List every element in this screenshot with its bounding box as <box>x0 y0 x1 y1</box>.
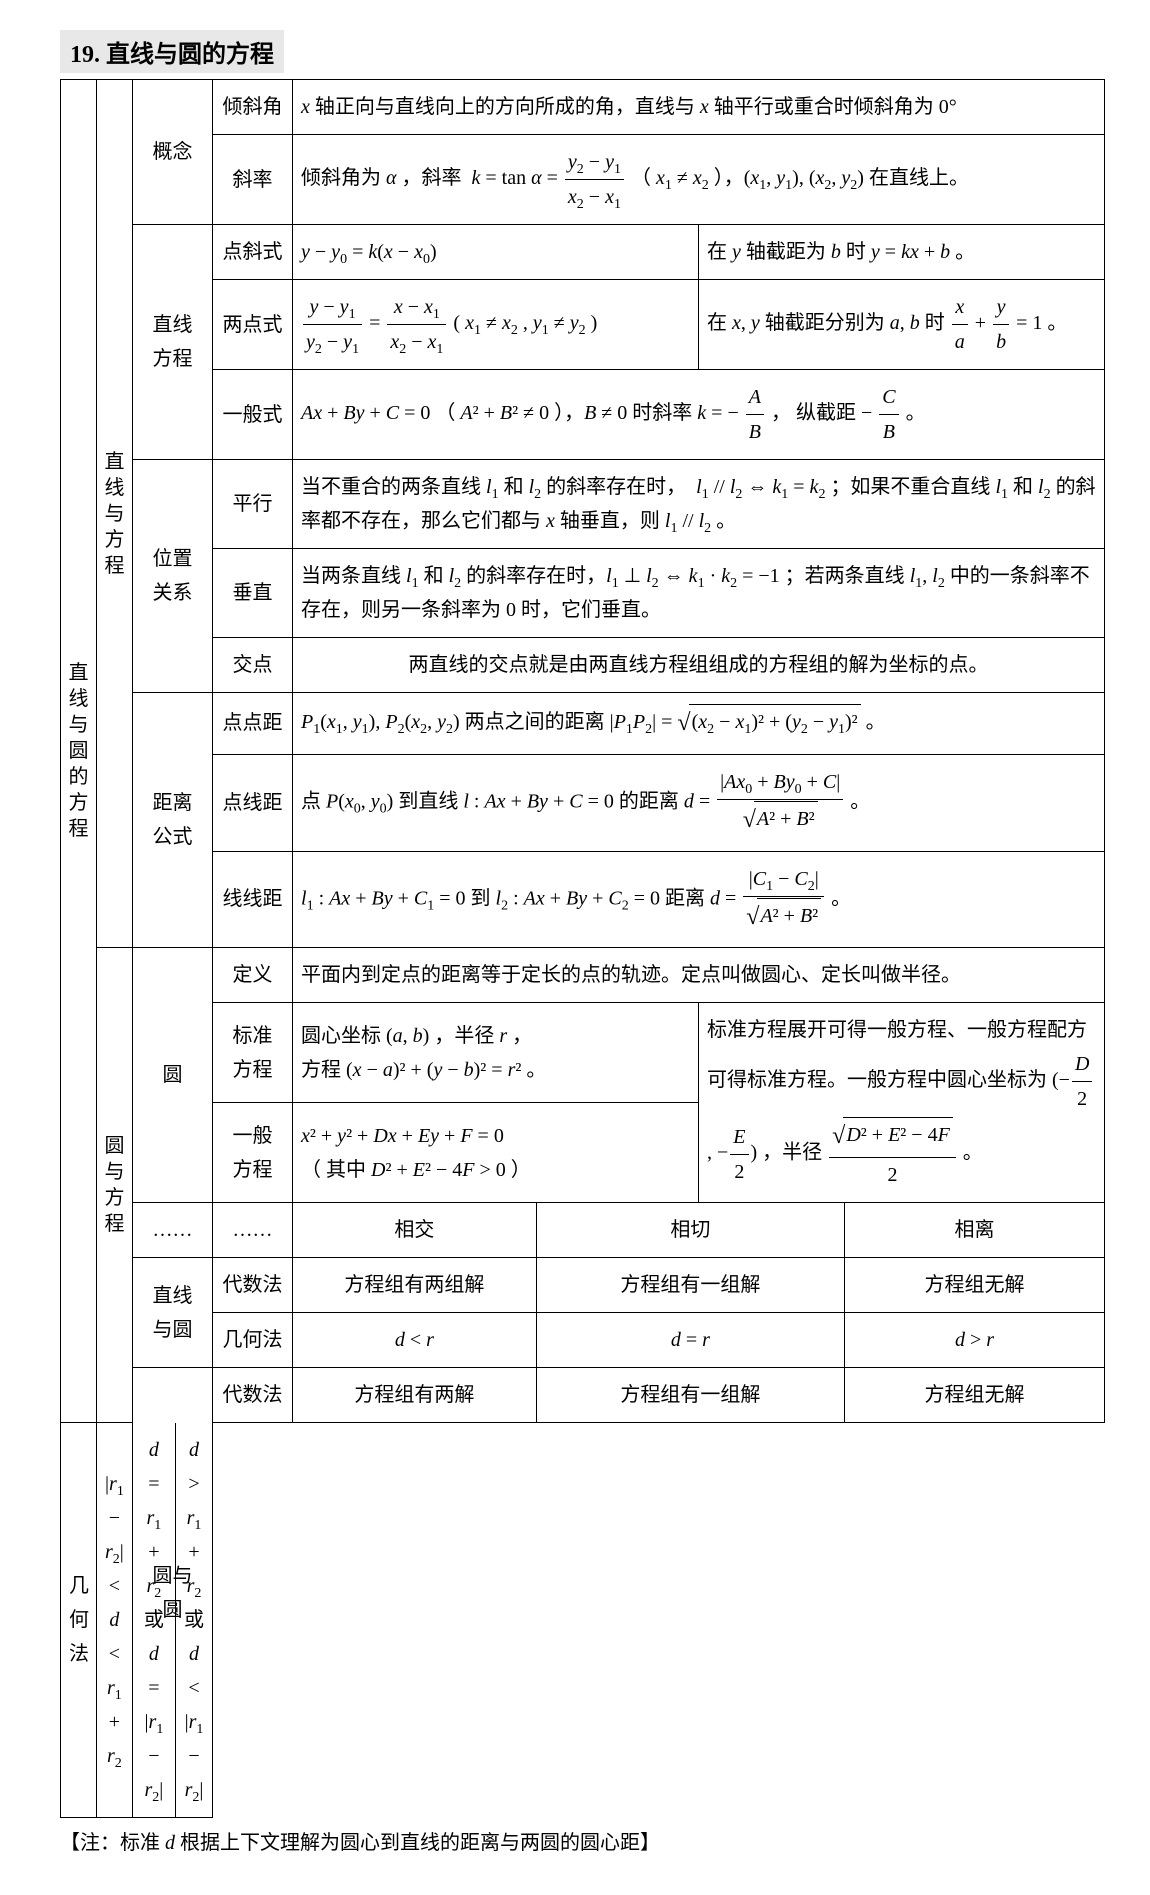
table-row: 交点 两直线的交点就是由两直线方程组组成的方程组的解为坐标的点。 <box>61 638 1105 693</box>
cc-a1: 方程组有两解 <box>293 1368 536 1422</box>
lc-a3: 方程组无解 <box>844 1258 1104 1312</box>
general-label: 一般式 <box>213 370 293 460</box>
table-row: 线线距 l1 : Ax + By + C1 = 0 到 l2 : Ax + By… <box>61 851 1105 948</box>
circle-label: 圆 <box>133 948 213 1203</box>
table-row: 直线与圆的方程 直线与方程 概念 倾斜角 x 轴正向与直线向上的方向所成的角，直… <box>61 80 1105 135</box>
lc-geo-cell: d < r d = r d > r <box>293 1313 1105 1368</box>
ll-label: 线线距 <box>213 851 293 948</box>
distance-label: 距离公式 <box>133 693 213 948</box>
dots-2: …… <box>213 1203 293 1258</box>
parallel-label: 平行 <box>213 460 293 549</box>
table-row: 点线距 点 P(x0, y0) 到直线 l : Ax + By + C = 0 … <box>61 754 1105 851</box>
dots-1: …… <box>133 1203 213 1258</box>
main-table: 直线与圆的方程 直线与方程 概念 倾斜角 x 轴正向与直线向上的方向所成的角，直… <box>60 79 1105 1818</box>
inter-label: 交点 <box>213 638 293 693</box>
table-row: 位置关系 平行 当不重合的两条直线 l1 和 l2 的斜率存在时， l1 // … <box>61 460 1105 549</box>
point-slope-right: 在 y 轴截距为 b 时 y = kx + b 。 <box>699 225 1105 280</box>
rel-h2: 相切 <box>536 1203 844 1257</box>
table-row: …… …… 相交 相切 相离 <box>61 1203 1105 1258</box>
def-label: 定义 <box>213 948 293 1003</box>
cc-geo-label: 几何法 <box>61 1423 97 1818</box>
table-row: 垂直 当两条直线 l1 和 l2 的斜率存在时，l1 ⊥ l2 ⇔ k1 · k… <box>61 549 1105 638</box>
cc-alg-label: 代数法 <box>213 1368 293 1423</box>
table-row: 直线与圆 代数法 方程组有两组解 方程组有一组解 方程组无解 <box>61 1258 1105 1313</box>
perp-text: 当两条直线 l1 和 l2 的斜率存在时，l1 ⊥ l2 ⇔ k1 · k2 =… <box>293 549 1105 638</box>
incl-angle-text: x 轴正向与直线向上的方向所成的角，直线与 x 轴平行或重合时倾斜角为 0° <box>293 80 1105 135</box>
table-row: 距离公式 点点距 P1(x1, y1), P2(x2, y2) 两点之间的距离 … <box>61 693 1105 755</box>
lc-alg-label: 代数法 <box>213 1258 293 1313</box>
table-row: 一般式 Ax + By + C = 0 （ A² + B² ≠ 0 ），B ≠ … <box>61 370 1105 460</box>
table-row: 斜率 倾斜角为 α ，斜率 k = tan α = y2 − y1x2 − x1… <box>61 135 1105 225</box>
page: 19. 直线与圆的方程 直线与圆的方程 直线与方程 概念 倾斜角 x 轴正向与直… <box>0 0 1150 1895</box>
gen-label: 一般方程 <box>213 1103 293 1203</box>
incl-angle-label: 倾斜角 <box>213 80 293 135</box>
rel-h3: 相离 <box>844 1203 1104 1257</box>
line-eq-label: 直线方程 <box>133 225 213 460</box>
pl-text: 点 P(x0, y0) 到直线 l : Ax + By + C = 0 的距离 … <box>293 754 1105 851</box>
slope-text: 倾斜角为 α ，斜率 k = tan α = y2 − y1x2 − x1 （ … <box>293 135 1105 225</box>
two-point-right: 在 x, y 轴截距分别为 a, b 时 xa + yb = 1 。 <box>699 280 1105 370</box>
inter-text: 两直线的交点就是由两直线方程组组成的方程组的解为坐标的点。 <box>293 638 1105 693</box>
def-text: 平面内到定点的距离等于定长的点的轨迹。定点叫做圆心、定长叫做半径。 <box>293 948 1105 1003</box>
std-label: 标准方程 <box>213 1003 293 1103</box>
position-label: 位置关系 <box>133 460 213 693</box>
root-label: 直线与圆的方程 <box>61 80 97 1423</box>
table-row: 圆与圆 代数法 方程组有两解 方程组有一组解 方程组无解 <box>61 1368 1105 1423</box>
lc-alg-cell: 方程组有两组解 方程组有一组解 方程组无解 <box>293 1258 1105 1313</box>
footnote: 【注：标准 d 根据上下文理解为圆心到直线的距离与两圆的圆心距】 <box>60 1826 1105 1855</box>
point-slope-label: 点斜式 <box>213 225 293 280</box>
cc-a3: 方程组无解 <box>844 1368 1104 1422</box>
lc-a2: 方程组有一组解 <box>536 1258 844 1312</box>
pp-label: 点点距 <box>213 693 293 755</box>
lc-g3: d > r <box>844 1313 1104 1367</box>
circle-section-label: 圆与方程 <box>97 948 133 1423</box>
rel-head-table: 相交 相切 相离 <box>293 1203 1104 1257</box>
table-row: 标准方程 圆心坐标 (a, b) ，半径 r ， 方程 (x − a)² + (… <box>61 1003 1105 1103</box>
table-row: 几何法 d < r d = r d > r <box>61 1313 1105 1368</box>
gen-text: x² + y² + Dx + Ey + F = 0 （ 其中 D² + E² −… <box>293 1103 699 1203</box>
lc-label: 直线与圆 <box>133 1258 213 1368</box>
rel-head-cell: 相交 相切 相离 <box>293 1203 1105 1258</box>
circle-right-text: 标准方程展开可得一般方程、一般方程配方可得标准方程。一般方程中圆心坐标为 (−D… <box>699 1003 1105 1203</box>
pp-text: P1(x1, y1), P2(x2, y2) 两点之间的距离 |P1P2| = … <box>293 693 1105 755</box>
parallel-text: 当不重合的两条直线 l1 和 l2 的斜率存在时， l1 // l2 ⇔ k1 … <box>293 460 1105 549</box>
line-section-label: 直线与方程 <box>97 80 133 948</box>
ll-text: l1 : Ax + By + C1 = 0 到 l2 : Ax + By + C… <box>293 851 1105 948</box>
lc-g2: d = r <box>536 1313 844 1367</box>
two-point-left: y − y1y2 − y1 = x − x1x2 − x1 ( x1 ≠ x2 … <box>293 280 699 370</box>
two-point-label: 两点式 <box>213 280 293 370</box>
lc-geo-label: 几何法 <box>213 1313 293 1368</box>
cc-geo-cell: |r1 − r2| < d < r1 + r2 d = r1 + r2 或 d … <box>97 1423 213 1818</box>
concept-label: 概念 <box>133 80 213 225</box>
general-text: Ax + By + C = 0 （ A² + B² ≠ 0 ），B ≠ 0 时斜… <box>293 370 1105 460</box>
table-row: 直线方程 点斜式 y − y0 = k(x − x0) 在 y 轴截距为 b 时… <box>61 225 1105 280</box>
slope-label: 斜率 <box>213 135 293 225</box>
rel-h1: 相交 <box>293 1203 536 1257</box>
table-row: 几何法 |r1 − r2| < d < r1 + r2 d = r1 + r2 … <box>61 1423 1105 1818</box>
table-row: 两点式 y − y1y2 − y1 = x − x1x2 − x1 ( x1 ≠… <box>61 280 1105 370</box>
cc-a2: 方程组有一组解 <box>536 1368 844 1422</box>
lc-a1: 方程组有两组解 <box>293 1258 536 1312</box>
table-row: 圆与方程 圆 定义 平面内到定点的距离等于定长的点的轨迹。定点叫做圆心、定长叫做… <box>61 948 1105 1003</box>
lc-g1: d < r <box>293 1313 536 1367</box>
perp-label: 垂直 <box>213 549 293 638</box>
pl-label: 点线距 <box>213 754 293 851</box>
section-title: 19. 直线与圆的方程 <box>60 30 284 73</box>
cc-alg-cell: 方程组有两解 方程组有一组解 方程组无解 <box>293 1368 1105 1423</box>
point-slope-left: y − y0 = k(x − x0) <box>293 225 699 280</box>
std-text: 圆心坐标 (a, b) ，半径 r ， 方程 (x − a)² + (y − b… <box>293 1003 699 1103</box>
cc-g1: |r1 − r2| < d < r1 + r2 <box>97 1423 132 1817</box>
